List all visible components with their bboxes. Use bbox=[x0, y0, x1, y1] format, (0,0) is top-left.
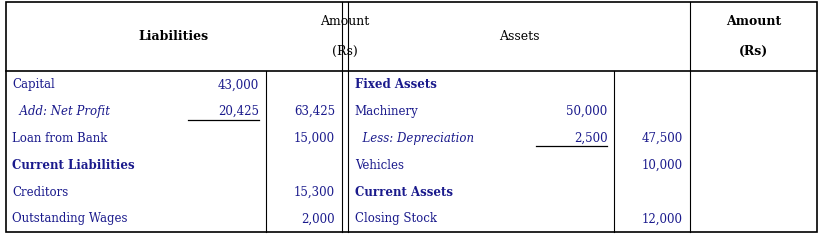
Text: 2,500: 2,500 bbox=[574, 132, 607, 145]
Text: Closing Stock: Closing Stock bbox=[355, 212, 437, 225]
Text: 50,000: 50,000 bbox=[566, 105, 607, 118]
Text: 15,300: 15,300 bbox=[294, 186, 335, 199]
Text: 63,425: 63,425 bbox=[294, 105, 335, 118]
Text: Amount

(Rs): Amount (Rs) bbox=[320, 15, 370, 58]
Text: 15,000: 15,000 bbox=[294, 132, 335, 145]
Text: 12,000: 12,000 bbox=[642, 212, 683, 225]
Text: 2,000: 2,000 bbox=[301, 212, 335, 225]
Text: Vehicles: Vehicles bbox=[355, 159, 404, 172]
Text: Current Liabilities: Current Liabilities bbox=[12, 159, 135, 172]
Text: Capital: Capital bbox=[12, 78, 55, 91]
Text: Machinery: Machinery bbox=[355, 105, 418, 118]
Text: Less: Depreciation: Less: Depreciation bbox=[355, 132, 474, 145]
Text: Loan from Bank: Loan from Bank bbox=[12, 132, 108, 145]
Text: Outstanding Wages: Outstanding Wages bbox=[12, 212, 128, 225]
FancyBboxPatch shape bbox=[6, 2, 817, 232]
Text: 10,000: 10,000 bbox=[642, 159, 683, 172]
Text: Amount

(Rs): Amount (Rs) bbox=[726, 15, 781, 58]
Text: Creditors: Creditors bbox=[12, 186, 68, 199]
Text: 47,500: 47,500 bbox=[642, 132, 683, 145]
Text: 43,000: 43,000 bbox=[218, 78, 259, 91]
Text: Add: Net Profit: Add: Net Profit bbox=[12, 105, 110, 118]
Text: Fixed Assets: Fixed Assets bbox=[355, 78, 436, 91]
Text: Assets: Assets bbox=[499, 30, 539, 43]
Text: 20,425: 20,425 bbox=[218, 105, 259, 118]
Text: Current Assets: Current Assets bbox=[355, 186, 453, 199]
Text: Liabilities: Liabilities bbox=[138, 30, 209, 43]
